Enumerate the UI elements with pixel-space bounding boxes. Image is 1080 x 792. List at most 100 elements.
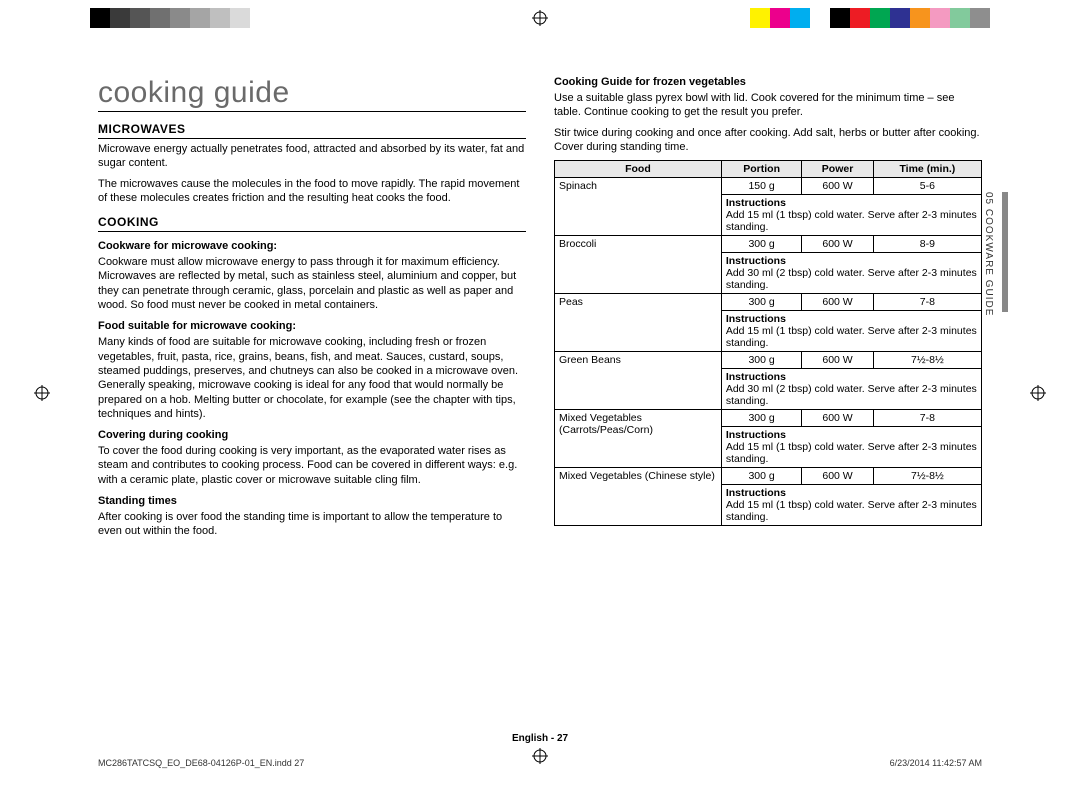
cell-power: 600 W (802, 294, 873, 311)
color-swatch (910, 8, 930, 28)
color-swatch (250, 8, 270, 28)
instructions-label: Instructions (726, 313, 977, 325)
color-swatch (90, 8, 110, 28)
cell-instructions: InstructionsAdd 15 ml (1 tbsp) cold wate… (721, 195, 981, 236)
table-row: Mixed Vegetables (Chinese style)300 g600… (555, 468, 982, 485)
th-food: Food (555, 161, 722, 178)
page-title: cooking guide (98, 76, 526, 112)
color-swatch (790, 8, 810, 28)
color-swatch (810, 8, 830, 28)
th-power: Power (802, 161, 873, 178)
instructions-text: Add 30 ml (2 tbsp) cold water. Serve aft… (726, 383, 977, 407)
page-number: English - 27 (0, 733, 1080, 744)
table-header-row: Food Portion Power Time (min.) (555, 161, 982, 178)
cell-portion: 300 g (721, 468, 802, 485)
subhead-standing: Standing times (98, 495, 526, 507)
registration-mark-icon (34, 385, 50, 401)
instructions-label: Instructions (726, 197, 977, 209)
color-swatch (830, 8, 850, 28)
right-column: Cooking Guide for frozen vegetables Use … (554, 76, 982, 545)
registration-mark-icon (532, 10, 548, 26)
cell-time: 7-8 (873, 410, 981, 427)
subhead-cookware: Cookware for microwave cooking: (98, 240, 526, 252)
heading-microwaves: MICROWAVES (98, 122, 526, 139)
cell-food: Mixed Vegetables (Carrots/Peas/Corn) (555, 410, 722, 468)
section-side-tab: 05 COOKWARE GUIDE (982, 192, 994, 316)
section-side-bar (1002, 192, 1008, 312)
left-column: cooking guide MICROWAVES Microwave energ… (98, 76, 526, 545)
table-row: Spinach150 g600 W5-6 (555, 178, 982, 195)
cell-instructions: InstructionsAdd 15 ml (1 tbsp) cold wate… (721, 427, 981, 468)
page-content: cooking guide MICROWAVES Microwave energ… (98, 76, 982, 545)
color-swatch (950, 8, 970, 28)
frozen-veg-table: Food Portion Power Time (min.) Spinach15… (554, 160, 982, 526)
cell-instructions: InstructionsAdd 30 ml (2 tbsp) cold wate… (721, 253, 981, 294)
instructions-label: Instructions (726, 255, 977, 267)
table-row: Peas300 g600 W7-8 (555, 294, 982, 311)
instructions-text: Add 15 ml (1 tbsp) cold water. Serve aft… (726, 441, 977, 465)
th-portion: Portion (721, 161, 802, 178)
subhead-food-suitable: Food suitable for microwave cooking: (98, 320, 526, 332)
cell-time: 7-8 (873, 294, 981, 311)
th-time: Time (min.) (873, 161, 981, 178)
color-swatch (970, 8, 990, 28)
footer-timestamp: 6/23/2014 11:42:57 AM (890, 758, 982, 768)
cell-time: 7½-8½ (873, 352, 981, 369)
cell-power: 600 W (802, 352, 873, 369)
instructions-text: Add 15 ml (1 tbsp) cold water. Serve aft… (726, 209, 977, 233)
cell-portion: 300 g (721, 410, 802, 427)
cell-time: 5-6 (873, 178, 981, 195)
instructions-text: Add 15 ml (1 tbsp) cold water. Serve aft… (726, 499, 977, 523)
cell-instructions: InstructionsAdd 15 ml (1 tbsp) cold wate… (721, 485, 981, 526)
table-row: Mixed Vegetables (Carrots/Peas/Corn)300 … (555, 410, 982, 427)
frozen-intro-2: Stir twice during cooking and once after… (554, 126, 982, 155)
color-swatch (150, 8, 170, 28)
table-row: Broccoli300 g600 W8-9 (555, 236, 982, 253)
cell-instructions: InstructionsAdd 30 ml (2 tbsp) cold wate… (721, 369, 981, 410)
standing-para: After cooking is over food the standing … (98, 510, 526, 539)
color-swatch (890, 8, 910, 28)
instructions-text: Add 30 ml (2 tbsp) cold water. Serve aft… (726, 267, 977, 291)
cell-power: 600 W (802, 468, 873, 485)
cell-food: Peas (555, 294, 722, 352)
cell-portion: 300 g (721, 236, 802, 253)
color-swatch (770, 8, 790, 28)
registration-mark-icon (1030, 385, 1046, 401)
cell-food: Spinach (555, 178, 722, 236)
cell-portion: 300 g (721, 294, 802, 311)
table-row: Green Beans300 g600 W7½-8½ (555, 352, 982, 369)
cell-portion: 150 g (721, 178, 802, 195)
color-swatch (230, 8, 250, 28)
color-swatch (210, 8, 230, 28)
footer-filename: MC286TATCSQ_EO_DE68-04126P-01_EN.indd 27 (98, 758, 304, 768)
subhead-covering: Covering during cooking (98, 429, 526, 441)
cell-food: Green Beans (555, 352, 722, 410)
instructions-label: Instructions (726, 371, 977, 383)
instructions-label: Instructions (726, 429, 977, 441)
color-swatch (190, 8, 210, 28)
microwaves-para-1: Microwave energy actually penetrates foo… (98, 142, 526, 171)
covering-para: To cover the food during cooking is very… (98, 444, 526, 487)
cell-portion: 300 g (721, 352, 802, 369)
heading-frozen-veg: Cooking Guide for frozen vegetables (554, 76, 982, 88)
cell-food: Mixed Vegetables (Chinese style) (555, 468, 722, 526)
food-suitable-para: Many kinds of food are suitable for micr… (98, 335, 526, 421)
instructions-label: Instructions (726, 487, 977, 499)
color-swatch (170, 8, 190, 28)
registration-mark-icon (532, 748, 548, 764)
cell-instructions: InstructionsAdd 15 ml (1 tbsp) cold wate… (721, 311, 981, 352)
color-swatch (870, 8, 890, 28)
color-swatch (750, 8, 770, 28)
heading-cooking: COOKING (98, 215, 526, 232)
cell-power: 600 W (802, 178, 873, 195)
cell-time: 8-9 (873, 236, 981, 253)
cookware-para: Cookware must allow microwave energy to … (98, 255, 526, 312)
color-swatch (130, 8, 150, 28)
color-swatch (850, 8, 870, 28)
cell-power: 600 W (802, 236, 873, 253)
cell-power: 600 W (802, 410, 873, 427)
cell-time: 7½-8½ (873, 468, 981, 485)
frozen-intro-1: Use a suitable glass pyrex bowl with lid… (554, 91, 982, 120)
cell-food: Broccoli (555, 236, 722, 294)
color-swatch (930, 8, 950, 28)
